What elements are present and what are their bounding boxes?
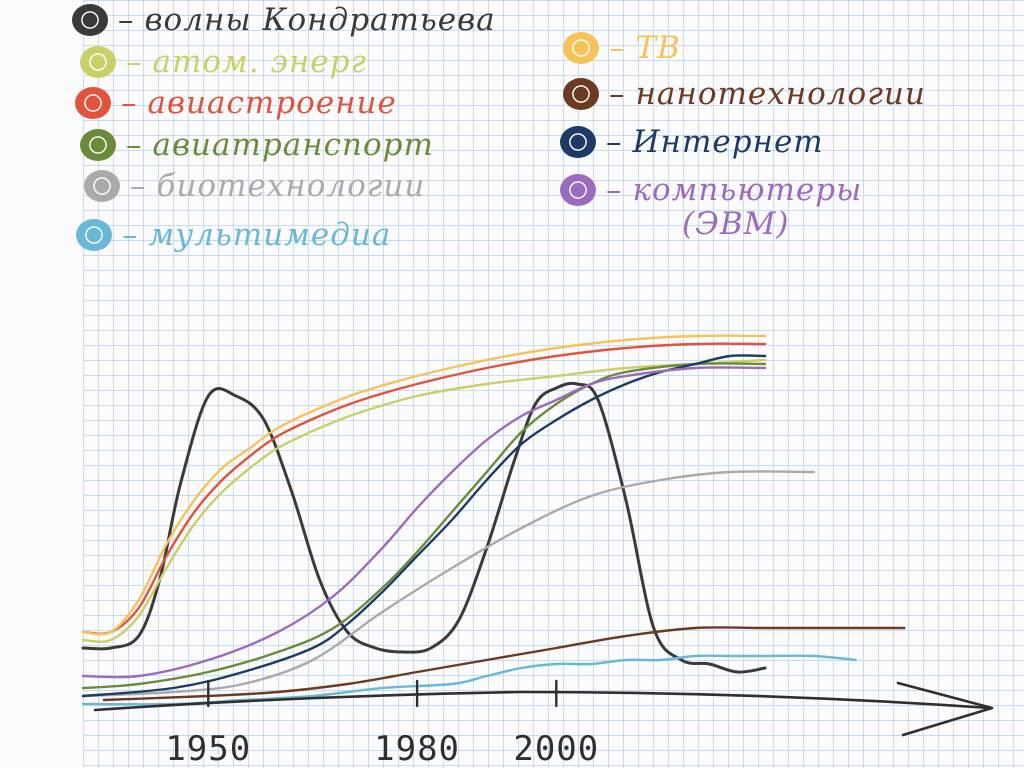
legend-dash: – [609,76,626,112]
series-line-0 [81,381,767,674]
legend-label-computers: компьютеры [632,172,863,208]
legend-label-tv: ТВ [635,30,681,66]
legend-dash: – [130,168,147,204]
legend-item-nanotech: – нанотехнологии [563,76,926,112]
series-layer [81,334,906,706]
legend-label-internet: Интернет [632,124,824,160]
legend-item-biotech: – биотехнологии [84,168,425,204]
series-line-7 [102,626,906,702]
x-tick-label-2000: 2000 [513,729,599,768]
series-line-4 [81,470,815,698]
series-line-1 [81,358,767,643]
legend-swatch-kondratiev [72,4,108,36]
x-tick-label-1950: 1950 [165,729,251,768]
legend-label-computers-sub: (ЭВМ) [682,206,790,242]
legend-label-atomic-energy: атом. энерг [152,44,368,80]
legend-swatch-multimedia [76,219,112,251]
legend-label-air-transport: авиатранспорт [152,127,434,163]
legend-swatch-tv [563,32,599,64]
x-tick-label-1980: 1980 [374,729,460,768]
legend-item-computers: – компьютеры (ЭВМ) [560,172,863,242]
legend-swatch-internet [560,126,596,158]
x-axis-arrowhead [896,681,994,737]
x-axis-line [93,690,992,712]
series-line-9 [81,366,767,679]
legend-item-tv: – ТВ [563,30,681,66]
legend-dash: – [126,127,143,163]
legend-dash: – [118,2,135,38]
legend-item-aircraft-building: – авиастроение [75,85,397,121]
legend-label-nanotech: нанотехнологии [635,76,926,112]
legend-item-air-transport: – авиатранспорт [80,127,434,163]
legend-swatch-computers [560,174,596,206]
legend-item-internet: – Интернет [560,124,824,160]
legend-dash: – [121,85,138,121]
legend-item-atomic-energy: – атом. энерг [80,44,367,80]
legend-swatch-nanotech [563,78,599,110]
legend-label-biotech: биотехнологии [156,168,426,204]
legend-swatch-biotech [84,170,120,202]
series-line-6 [81,334,767,636]
legend-dash: – [606,172,623,208]
x-axis-ticks: 1950 1980 2000 [165,679,599,768]
series-line-3 [81,362,767,690]
legend-item-kondratiev: – волны Кондратьева [72,2,496,38]
series-line-2 [81,342,767,635]
series-line-5 [81,654,857,706]
legend-dash: – [122,217,139,253]
legend-dash: – [606,124,623,160]
legend-label-aircraft-building: авиастроение [147,85,397,121]
legend-dash: – [609,30,626,66]
legend-label-kondratiev: волны Кондратьева [144,2,496,38]
legend-label-multimedia: мультимедиа [148,217,392,253]
x-axis [93,681,994,737]
legend-swatch-air-transport [80,129,116,161]
legend-item-multimedia: – мультимедиа [76,217,391,253]
legend-swatch-atomic-energy [80,46,116,78]
paper-margin [0,0,83,768]
legend-swatch-aircraft-building [75,87,111,119]
legend-dash: – [126,44,143,80]
